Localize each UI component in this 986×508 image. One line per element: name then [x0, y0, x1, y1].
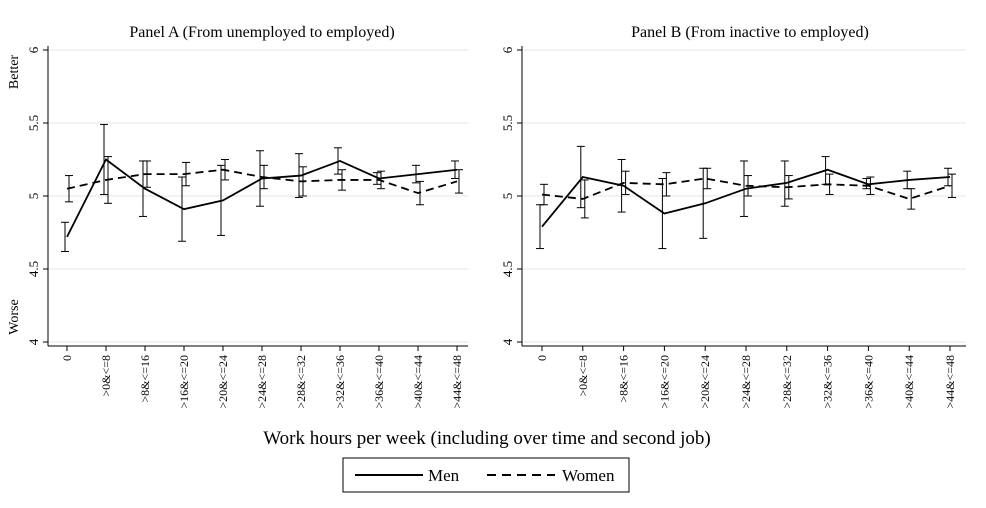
x-tick-label: >44&<=48 — [450, 355, 464, 409]
legend-men-label: Men — [428, 466, 460, 485]
x-tick-label: 0 — [535, 355, 549, 361]
panel-title: Panel A (From unemployed to employed) — [129, 24, 394, 41]
x-tick-label: >20&<=24 — [216, 355, 230, 409]
y-tick-label: 5 — [26, 193, 41, 200]
y-tick-label: 4 — [500, 338, 515, 345]
x-tick-label: >40&<=44 — [411, 355, 425, 409]
x-tick-label: >36&<=40 — [372, 355, 386, 409]
x-tick-label: >28&<=32 — [780, 355, 794, 409]
y-tick-label: 5.5 — [500, 115, 515, 131]
x-tick-label: >0&<=8 — [99, 355, 113, 397]
y-tick-label: 4 — [26, 338, 41, 345]
legend-women-label: Women — [562, 466, 615, 485]
y-tick-label: 5.5 — [26, 115, 41, 131]
x-tick-label: >28&<=32 — [294, 355, 308, 409]
men-series-line — [541, 168, 951, 228]
women-series-line — [541, 177, 951, 200]
x-tick-label: >24&<=28 — [255, 355, 269, 409]
x-tick-label: >32&<=36 — [333, 355, 347, 409]
y-tick-label: 5 — [500, 193, 515, 200]
y-tick-label: 6 — [26, 46, 41, 53]
x-tick-label: 0 — [60, 355, 74, 361]
y-tick-label: 6 — [500, 46, 515, 53]
x-tick-label: >44&<=48 — [943, 355, 957, 409]
x-tick-label: >20&<=24 — [698, 355, 712, 409]
x-tick-label: >32&<=36 — [821, 355, 835, 409]
x-tick-label: >8&<=16 — [138, 355, 152, 403]
x-tick-label: >36&<=40 — [861, 355, 875, 409]
women-series-line — [66, 168, 458, 195]
y-label-better: Better — [7, 55, 22, 90]
x-tick-label: >16&<=20 — [657, 355, 671, 409]
panel-a: Panel A (From unemployed to employed) 4 4.… — [26, 24, 468, 409]
panel-b: Panel B (From inactive to employed) 4 4.5 5… — [500, 24, 966, 409]
x-tick-label: >16&<=20 — [177, 355, 191, 409]
panel-title: Panel B (From inactive to employed) — [631, 24, 869, 41]
x-tick-label: >8&<=16 — [617, 355, 631, 403]
x-tick-label: >24&<=28 — [739, 355, 753, 409]
y-label-worse: Worse — [7, 299, 22, 334]
legend: Men Women — [342, 457, 630, 493]
x-axis-title: Work hours per week (including over time… — [263, 428, 710, 449]
x-tick-label: >0&<=8 — [576, 355, 590, 397]
x-tick-label: >40&<=44 — [902, 355, 916, 409]
y-tick-label: 4.5 — [500, 261, 515, 277]
men-series-line — [66, 158, 458, 238]
y-tick-label: 4.5 — [26, 261, 41, 277]
